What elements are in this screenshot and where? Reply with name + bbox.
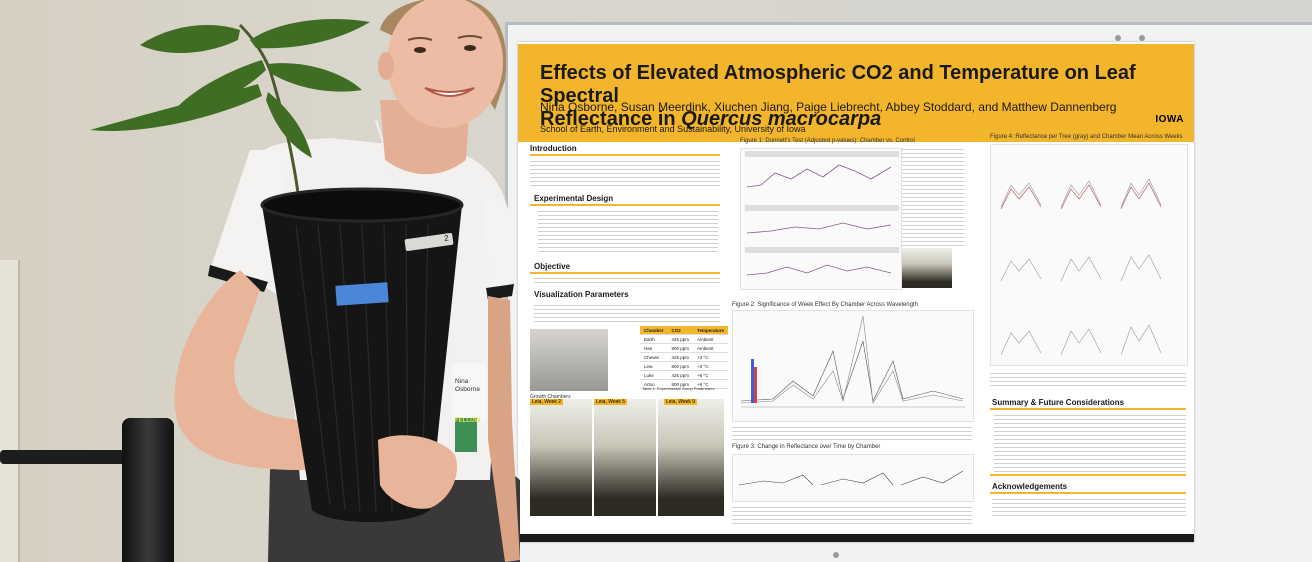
badge-name: Nina Osborne [455, 378, 480, 394]
table-row: Chewie 425 ppm +3 °C [640, 352, 728, 362]
section-objective: Objective [534, 262, 571, 271]
section-rule [530, 204, 720, 206]
table-cell: Leia [640, 361, 668, 371]
leia-week5-photo [594, 399, 656, 516]
table-header-row: Chamber CO2 Temperature [640, 326, 728, 335]
chamber-parameters-table: Chamber CO2 Temperature Earth 425 ppm Ambi… [640, 326, 728, 389]
table-row: Artoo 800 ppm +6 °C [640, 379, 728, 389]
table-cell: +3 °C [693, 352, 728, 362]
poster-title: Effects of Elevated Atmospheric CO2 and … [540, 62, 1140, 131]
table-row: Luke 425 ppm +6 °C [640, 370, 728, 380]
summary-text-block [994, 412, 1186, 472]
table-header: CO2 [667, 326, 694, 335]
blue-tape [335, 282, 389, 306]
poster-affiliation: School of Earth, Environment and Sustain… [540, 124, 806, 134]
photo-label: Leia, Week 9 [664, 399, 698, 405]
figure3-notes [732, 504, 972, 526]
table-cell: 800 ppm [667, 343, 694, 353]
title-species: Quercus macrocarpa [681, 108, 882, 130]
section-introduction: Introduction [530, 144, 577, 153]
wall-panel [0, 260, 20, 562]
iowa-logo: IOWA [1155, 114, 1184, 125]
table-cell: Artoo [640, 379, 668, 389]
table-cell: 425 ppm [667, 370, 694, 380]
table-cell: 425 ppm [667, 334, 694, 344]
figure4-notes [990, 370, 1186, 388]
design-text-block [538, 208, 718, 254]
table-header: Chamber [640, 326, 668, 335]
section-rule [990, 408, 1186, 410]
figure2-notes [732, 424, 972, 440]
figure3-plot [732, 454, 974, 502]
table-row: Earth 425 ppm Ambient [640, 334, 728, 344]
table-cell: Han [640, 343, 668, 353]
poster-footer [518, 534, 1194, 542]
photo-label: Leia, Week 2 [530, 399, 564, 405]
table-cell: Chewie [640, 352, 668, 362]
name-badge [452, 363, 486, 421]
title-line-1: Effects of Elevated Atmospheric CO2 and … [540, 62, 1136, 107]
objective-text-block [534, 275, 720, 285]
table-header: Temperature [693, 326, 728, 335]
stanchion-post [122, 418, 174, 562]
table-cell: 425 ppm [667, 352, 694, 362]
poster-authors: Nina Osborne, Susan Meerdink, Xiuchen Ji… [540, 100, 1117, 114]
section-acknowledgements: Acknowledgements [992, 482, 1068, 491]
growth-chambers-photo [530, 329, 608, 391]
photo-label: Leia, Week 5 [594, 399, 628, 405]
badge-last-name: Osborne [455, 386, 480, 393]
growth-chambers-caption: Growth Chambers [530, 394, 571, 400]
figure3-title: Figure 3: Change in Reflectance over Tim… [732, 444, 881, 450]
table-row: Leia 800 ppm +3 °C [640, 361, 728, 371]
table-cell: Luke [640, 370, 668, 380]
introduction-text-block [530, 158, 720, 186]
section-visualization-parameters: Visualization Parameters [534, 290, 629, 299]
section-experimental-design: Experimental Design [534, 194, 614, 203]
figure4-plot [990, 144, 1188, 366]
acknowledgements-text-block [992, 496, 1186, 516]
table-cell: Ambient [693, 334, 728, 344]
section-rule [530, 272, 720, 274]
leia-week9-photo [658, 399, 724, 516]
table-row: Han 800 ppm Ambient [640, 343, 728, 353]
table-cell: Earth [640, 334, 668, 344]
badge-ribbon: FELLOW [455, 418, 480, 452]
table-cell: 800 ppm [667, 361, 694, 371]
table-cell: 800 ppm [667, 379, 694, 389]
table-caption: Table 1: Experimental Group Parameters [642, 386, 715, 391]
leaf-sample-photo [902, 248, 952, 288]
figure1-title: Figure 1: Dunnett's Test (Adjusted p-val… [740, 138, 915, 144]
table-cell: +6 °C [693, 370, 728, 380]
parameters-text-block [534, 302, 720, 324]
leia-week2-photo [530, 399, 592, 516]
section-summary: Summary & Future Considerations [992, 398, 1125, 407]
table-cell: +6 °C [693, 379, 728, 389]
table-cell: Ambient [693, 343, 728, 353]
stanchion-rope [0, 450, 160, 464]
section-rule [530, 154, 720, 156]
figure2-title: Figure 2: Significance of Week Effect By… [732, 302, 918, 308]
table-cell: +3 °C [693, 361, 728, 371]
section-rule [990, 474, 1186, 476]
section-rule [990, 492, 1186, 494]
research-poster: Effects of Elevated Atmospheric CO2 and … [518, 42, 1194, 542]
figure4-title: Figure 4: Reflectance per Tree (gray) an… [990, 134, 1183, 140]
figure1-notes [902, 146, 964, 246]
figure1-plot [740, 148, 902, 290]
figure2-plot [732, 310, 974, 422]
badge-first-name: Nina [455, 378, 469, 385]
title-line-2: Reflectance in [540, 108, 682, 130]
poster-header [518, 44, 1194, 142]
